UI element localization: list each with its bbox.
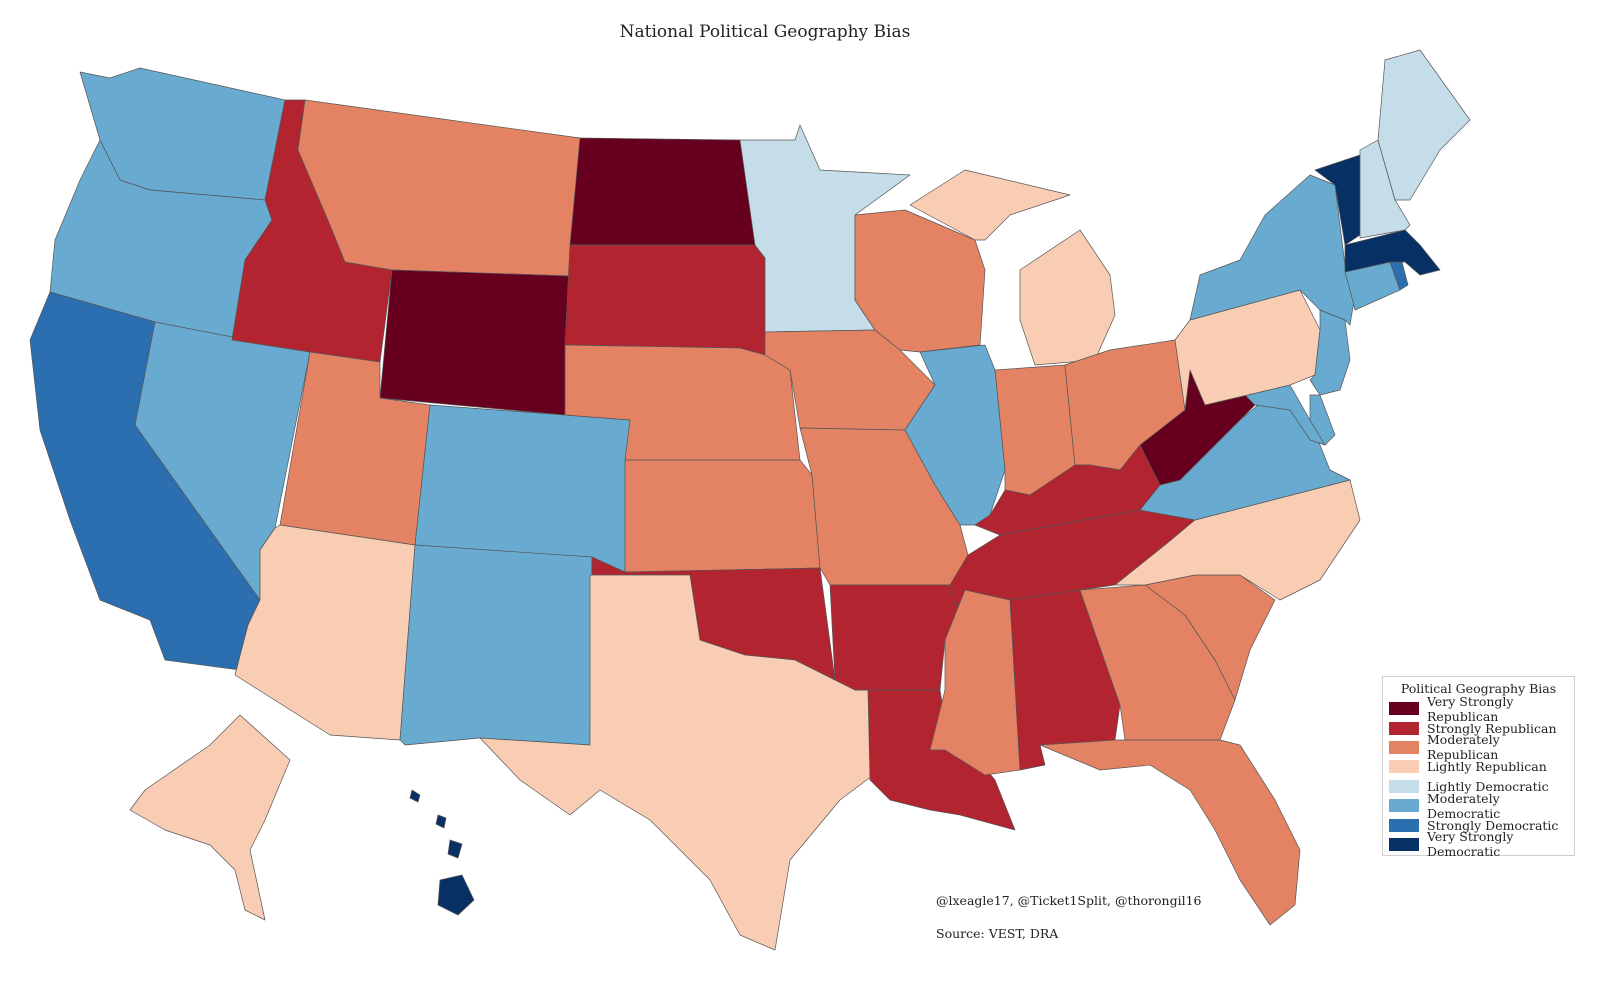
legend-label: Very Strongly Democratic <box>1427 829 1514 860</box>
state-AZ <box>234 524 416 741</box>
legend-item: Lightly Democratic <box>1389 777 1568 796</box>
legend-label: Strongly Republican <box>1427 720 1557 736</box>
legend-label: Lightly Republican <box>1427 759 1547 775</box>
map-title: National Political Geography Bias <box>619 22 911 42</box>
state-DE <box>1309 394 1336 446</box>
legend-swatch <box>1389 837 1419 851</box>
legend-swatch <box>1389 702 1419 716</box>
state-NJ <box>1309 309 1351 396</box>
state-FL <box>1039 739 1301 926</box>
state-KS <box>624 459 821 573</box>
state-MI <box>909 169 1116 366</box>
legend-label: Strongly Democratic <box>1427 817 1559 833</box>
source-text: Source: VEST, DRA <box>936 926 1059 941</box>
legend-swatch <box>1389 740 1419 754</box>
map-legend: Political Geography Bias Very Strongly R… <box>1382 676 1575 859</box>
credits-text: @lxeagle17, @Ticket1Split, @thorongil16 <box>936 893 1202 908</box>
state-AK <box>129 714 291 921</box>
legend-swatch <box>1389 721 1419 735</box>
state-MT <box>297 99 581 277</box>
legend-label: Lightly Democratic <box>1427 778 1549 794</box>
legend-item: Moderately Democratic <box>1389 791 1568 821</box>
legend-item: Lightly Republican <box>1389 757 1568 776</box>
state-NC <box>1114 479 1361 601</box>
legend-label: Moderately Democratic <box>1427 790 1501 821</box>
state-ME <box>1377 49 1471 201</box>
state-NM <box>399 544 593 746</box>
legend-label: Very Strongly Republican <box>1427 693 1514 724</box>
legend-title: Political Geography Bias <box>1400 681 1557 696</box>
state-WY <box>379 269 571 416</box>
legend-item: Very Strongly Republican <box>1389 694 1568 724</box>
legend-swatch <box>1389 779 1419 793</box>
state-ND <box>569 137 756 246</box>
state-MA <box>1344 229 1441 276</box>
legend-swatch <box>1389 799 1419 813</box>
legend-item: Very Strongly Democratic <box>1389 829 1568 859</box>
state-HI <box>409 789 475 916</box>
legend-item: Strongly Democratic <box>1389 815 1568 834</box>
state-TX <box>479 574 881 951</box>
state-SD <box>564 244 766 356</box>
legend-swatch <box>1389 760 1419 774</box>
legend-item: Moderately Republican <box>1389 732 1568 762</box>
legend-item: Strongly Republican <box>1389 718 1568 737</box>
legend-label: Moderately Republican <box>1427 732 1500 763</box>
legend-swatch <box>1389 818 1419 832</box>
state-VT <box>1314 154 1361 246</box>
state-MD <box>1204 384 1326 446</box>
